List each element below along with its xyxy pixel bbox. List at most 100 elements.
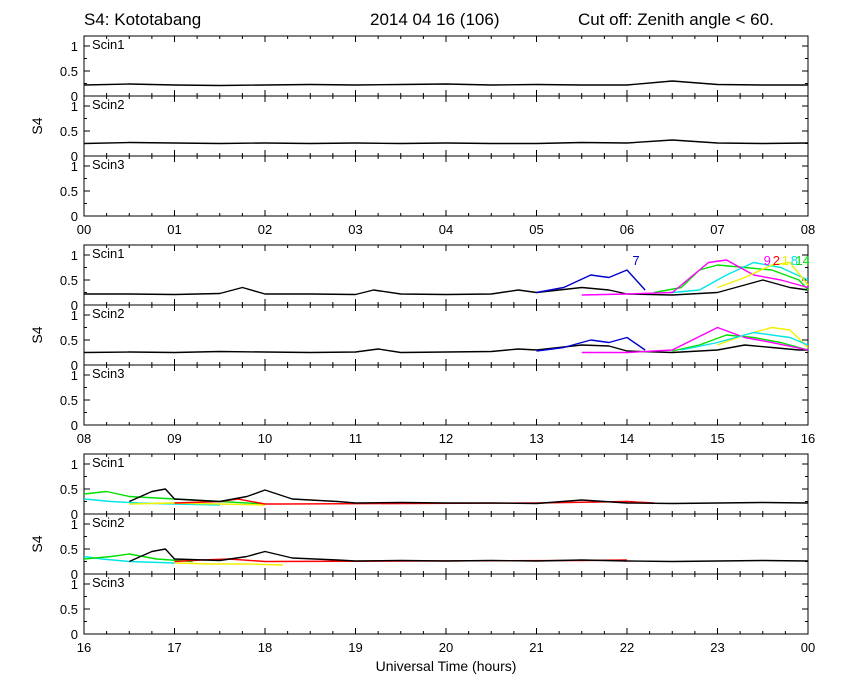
series-line-blue (536, 336, 646, 352)
row-1: 0 0.5 1 Scin1 0 0.5 1 Scin2 0 0.5 1 Scin3 S4 00 01 02 03… (29, 35, 815, 237)
panel-scin1: 0 0.5 1 Scin1 (60, 453, 809, 522)
x-tick-label: 12 (439, 431, 453, 446)
satellite-label: 7 (632, 253, 639, 268)
series-line-cyan (681, 331, 809, 351)
series-line-magenta (581, 326, 809, 354)
x-tick-label: 19 (348, 640, 362, 655)
series-line-black (83, 80, 808, 87)
x-tick-label: 00 (77, 222, 91, 237)
y-tick-label: 0.5 (60, 602, 78, 617)
y-tick-label: 0 (71, 89, 78, 104)
x-tick-label: 05 (529, 222, 543, 237)
y-tick-label: 0 (71, 149, 78, 164)
x-tick-label: 06 (620, 222, 634, 237)
y-tick-label: 1 (71, 368, 78, 383)
panel-label: Scin2 (92, 97, 125, 112)
x-tick-label: 08 (801, 222, 815, 237)
panel-scin3: 0 0.5 1 Scin3 (60, 573, 809, 642)
satellite-label: 1 (795, 253, 802, 268)
panel-frame (83, 155, 809, 217)
panel-frame (83, 95, 809, 157)
x-tick-label: 13 (529, 431, 543, 446)
panel-label: Scin1 (92, 455, 125, 470)
series-line-green (83, 553, 193, 563)
panel-scin1: 0 0.5 1 Scin1 (60, 35, 809, 104)
panel-scin2: 0 0.5 1 Scin2 (60, 513, 809, 582)
series-line-black (84, 279, 809, 296)
panel-label: Scin3 (92, 575, 125, 590)
satellite-label: 9 (764, 253, 771, 268)
satellite-label: 2 (773, 253, 780, 268)
x-tick-label: 08 (77, 431, 91, 446)
x-tick-label: 00 (801, 640, 815, 655)
x-tick-label: 20 (439, 640, 453, 655)
series-line-black (129, 488, 809, 505)
y-tick-label: 1 (71, 159, 78, 174)
y-tick-label: 1 (71, 457, 78, 472)
panel-frame (83, 244, 809, 306)
panel-label: Scin1 (92, 246, 125, 261)
panel-label: Scin3 (92, 366, 125, 381)
y-tick-label: 0 (71, 298, 78, 313)
y-tick-label: 0.5 (60, 542, 78, 557)
series-line-blue (536, 269, 646, 294)
panel-frame (83, 35, 809, 97)
series-line-green (654, 264, 809, 294)
series-line-black (129, 548, 809, 563)
series-line-yellow (717, 326, 809, 349)
panel-scin3: 0 0.5 1 Scin3 (60, 155, 809, 224)
y-tick-label: 1 (71, 248, 78, 263)
panel-frame (83, 364, 809, 426)
series-line-yellow (174, 562, 284, 566)
y-tick-label: 0.5 (60, 393, 78, 408)
x-tick-label: 18 (258, 640, 272, 655)
y-tick-label: 1 (71, 99, 78, 114)
x-tick-label: 23 (710, 640, 724, 655)
x-tick-label: 16 (801, 431, 815, 446)
x-tick-label: 22 (620, 640, 634, 655)
series-line-black (83, 344, 808, 354)
panel-frame (83, 304, 809, 366)
panel-label: Scin3 (92, 157, 125, 172)
panel-frame (83, 573, 809, 635)
satellite-label: 8 (791, 253, 798, 268)
x-tick-label: 09 (167, 431, 181, 446)
x-tick-label: 16 (77, 640, 91, 655)
x-axis-label: Universal Time (hours) (376, 658, 517, 674)
y-tick-label: 0.5 (60, 273, 78, 288)
y-axis-label: S4 (29, 326, 45, 343)
series-line-cyan (672, 261, 809, 294)
x-tick-label: 10 (258, 431, 272, 446)
y-tick-label: 0.5 (60, 124, 78, 139)
y-tick-label: 1 (71, 517, 78, 532)
row-3: 0 0.5 1 Scin1 0 0.5 1 Scin2 0 0.5 1 Scin3 S4 16 17 18 19… (29, 453, 815, 655)
y-tick-label: 0 (71, 507, 78, 522)
x-tick-label: 03 (348, 222, 362, 237)
x-tick-label: 02 (258, 222, 272, 237)
y-tick-label: 1 (71, 39, 78, 54)
x-tick-label: 07 (710, 222, 724, 237)
header-cutoff: Cut off: Zenith angle < 60. (578, 10, 774, 29)
x-tick-label: 04 (439, 222, 453, 237)
y-tick-label: 0.5 (60, 64, 78, 79)
panel-label: Scin2 (92, 306, 125, 321)
header-date: 2014 04 16 (106) (370, 10, 500, 29)
panel-frame (83, 513, 809, 575)
y-tick-label: 0 (71, 418, 78, 433)
y-tick-label: 0.5 (60, 333, 78, 348)
series-line-green (83, 490, 266, 505)
series-line-black (83, 139, 809, 145)
y-tick-label: 0.5 (60, 482, 78, 497)
panel-scin1: 0 0.5 1 Scin1 (60, 244, 809, 313)
header-station: S4: Kototabang (84, 10, 202, 29)
x-tick-label: 17 (167, 640, 181, 655)
y-tick-label: 1 (71, 308, 78, 323)
satellite-label: 4 (803, 253, 810, 268)
panel-scin3: 0 0.5 1 Scin3 (60, 364, 809, 433)
panel-label: Scin1 (92, 37, 125, 52)
series-line-yellow (717, 261, 809, 289)
x-tick-label: 21 (529, 640, 543, 655)
satellite-label: 1 (782, 253, 789, 268)
y-tick-label: 0.5 (60, 184, 78, 199)
